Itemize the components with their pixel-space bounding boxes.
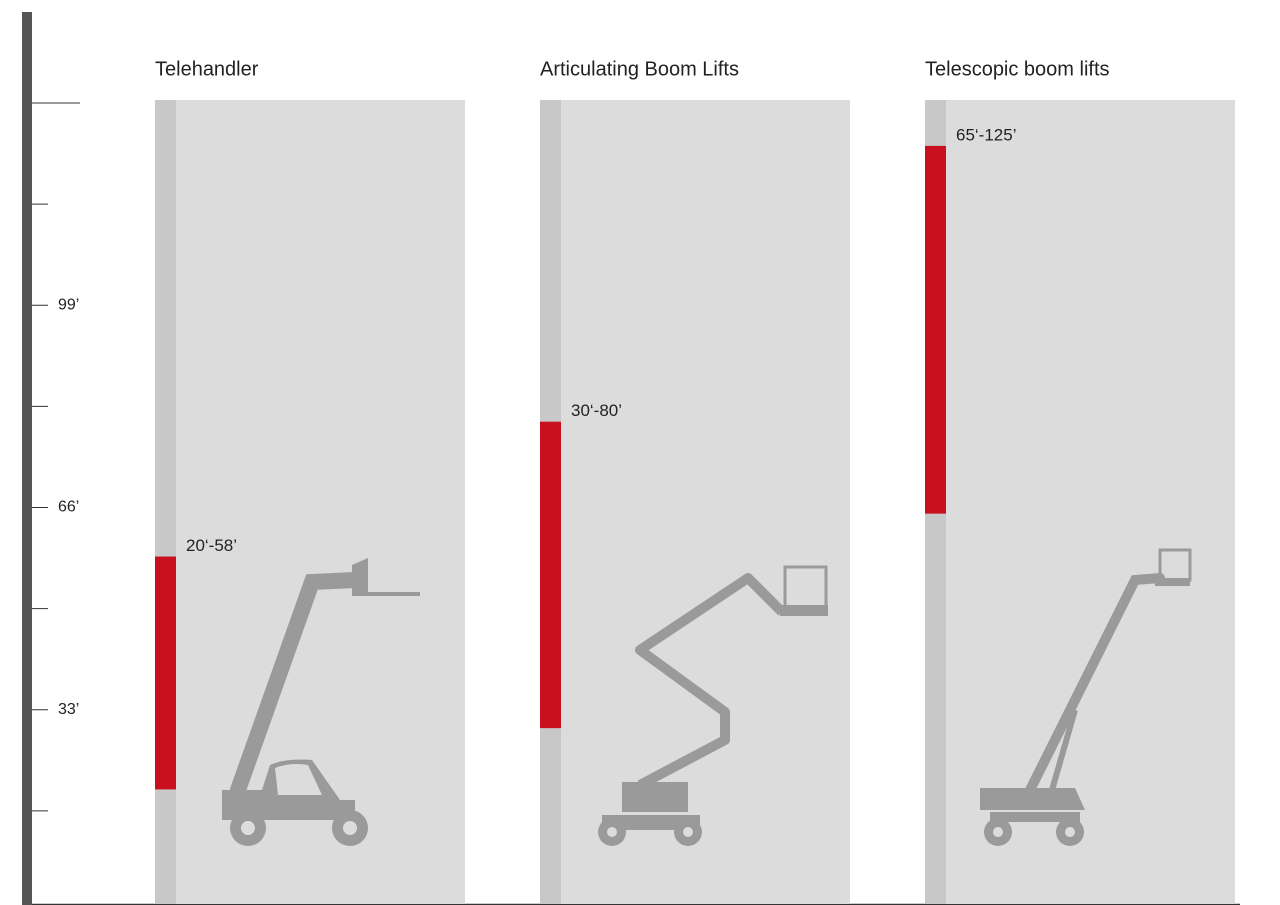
y-tick-label: 33’ bbox=[58, 701, 79, 718]
y-tick-label: 99’ bbox=[58, 296, 79, 313]
category-title: Telehandler bbox=[155, 58, 259, 80]
category-title: Articulating Boom Lifts bbox=[540, 58, 739, 80]
panel bbox=[925, 100, 1235, 904]
range-bar bbox=[540, 422, 561, 728]
range-label: 30‘-80’ bbox=[571, 401, 622, 420]
range-bar bbox=[155, 557, 176, 790]
range-label: 65‘-125’ bbox=[956, 125, 1017, 144]
chart: Telehandler 20‘-58’ Articulating Boom Lift… bbox=[0, 0, 1280, 905]
range-bar bbox=[925, 146, 946, 514]
range-label: 20‘-58’ bbox=[186, 536, 237, 555]
category-title: Telescopic boom lifts bbox=[925, 58, 1110, 80]
y-axis-bar bbox=[22, 12, 32, 905]
y-tick-label: 66’ bbox=[58, 499, 79, 516]
panel bbox=[540, 100, 850, 904]
